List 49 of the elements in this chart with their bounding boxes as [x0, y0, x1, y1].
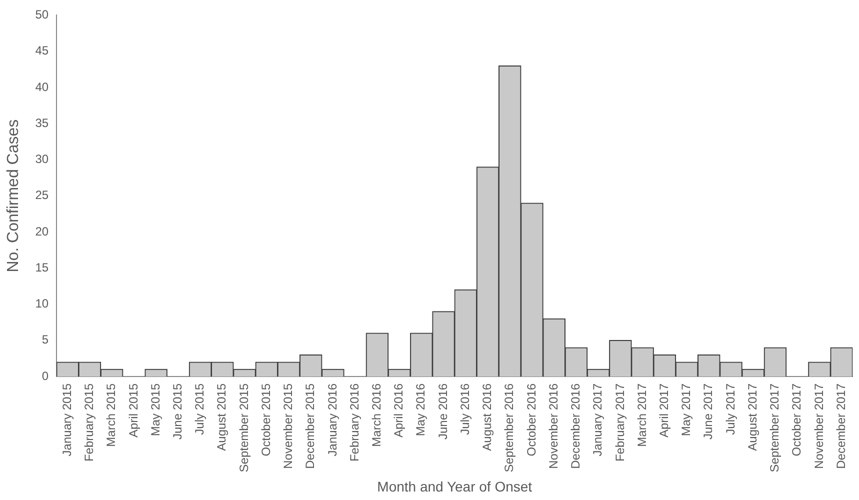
x-tick-label: October 2015	[258, 383, 273, 456]
x-tick-label: July 2015	[192, 383, 207, 435]
y-tick-label: 5	[42, 332, 49, 347]
x-axis-title: Month and Year of Onset	[377, 478, 532, 494]
y-tick-label: 45	[35, 44, 49, 58]
x-tick-label: October 2017	[790, 383, 804, 456]
y-tick-label: 30	[35, 152, 49, 166]
x-tick-label: September 2016	[502, 383, 516, 472]
x-tick-label: February 2015	[82, 383, 96, 462]
x-tick-label: May 2015	[148, 383, 162, 436]
x-tick-label: February 2016	[347, 383, 362, 462]
x-tick-label: December 2016	[568, 383, 583, 469]
y-tick-label: 50	[35, 8, 49, 22]
y-tick-label: 0	[42, 368, 49, 383]
y-tick-label: 20	[35, 224, 49, 238]
x-tick-label: March 2017	[634, 383, 649, 447]
x-tick-label: February 2017	[612, 383, 627, 462]
y-tick-label: 25	[35, 188, 49, 202]
x-tick-label: June 2016	[436, 383, 450, 440]
x-tick-label: August 2016	[480, 383, 494, 451]
x-tick-label: October 2016	[524, 383, 538, 456]
x-tick-label: September 2017	[768, 383, 782, 472]
y-tick-label: 35	[35, 116, 49, 130]
x-tick-label: January 2015	[60, 383, 74, 456]
x-tick-label: May 2017	[679, 383, 694, 436]
x-tick-label: May 2016	[414, 383, 428, 436]
x-tick-label: September 2015	[236, 383, 251, 472]
y-tick-label: 10	[35, 296, 49, 311]
x-tick-label: December 2017	[834, 383, 848, 469]
y-tick-label: 15	[35, 260, 49, 274]
x-tick-label: April 2016	[392, 383, 406, 438]
x-tick-label: April 2015	[126, 383, 140, 438]
x-tick-label: March 2016	[370, 383, 384, 447]
x-tick-label: August 2017	[745, 383, 760, 451]
x-tick-label: November 2015	[281, 383, 296, 469]
x-tick-label: December 2015	[303, 383, 318, 469]
x-tick-label: August 2015	[214, 383, 229, 451]
x-tick-label: January 2017	[590, 383, 605, 456]
x-tick-label: March 2015	[104, 383, 118, 447]
x-tick-label: July 2016	[458, 383, 472, 435]
x-tick-label: January 2016	[325, 383, 340, 456]
x-tick-label: April 2017	[656, 383, 671, 438]
x-tick-label: November 2016	[546, 383, 560, 469]
y-axis-title: No. Confirmed Cases	[5, 119, 22, 272]
x-tick-label: June 2015	[170, 383, 184, 440]
x-tick-label: June 2017	[701, 383, 716, 440]
x-tick-label: November 2017	[812, 383, 826, 469]
x-tick-label: July 2017	[723, 383, 738, 435]
y-tick-label: 40	[35, 80, 49, 94]
